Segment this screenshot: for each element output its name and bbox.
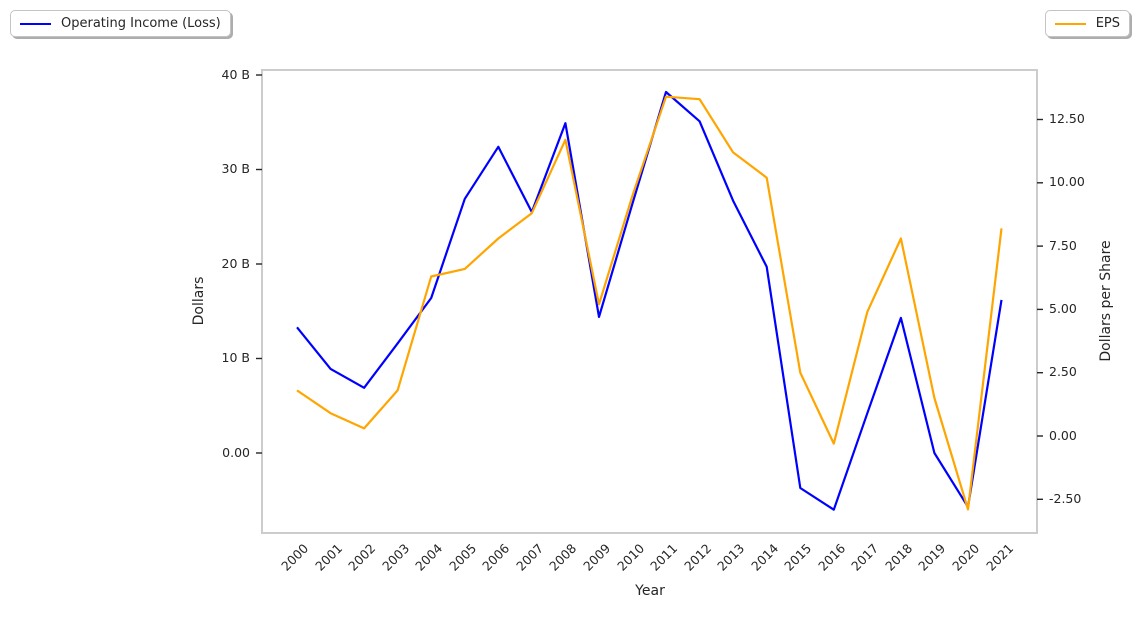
legend-operating-income-label: Operating Income (Loss)	[61, 16, 221, 31]
y-right-tick-label: 0.00	[1049, 427, 1077, 443]
eps-line	[296, 95, 1003, 511]
y-right-tick-label: 5.00	[1049, 300, 1077, 316]
y-right-tick-label: 12.50	[1049, 111, 1085, 126]
y-left-tick-label: 10 B	[221, 350, 250, 365]
y-left-tick-label: 20 B	[221, 255, 250, 271]
y-right-tick-label: -2.50	[1049, 490, 1082, 506]
legend-operating-income: Operating Income (Loss)	[10, 10, 231, 37]
y-right-tick-label: 10.00	[1049, 174, 1085, 190]
y-right-tick-label: 2.50	[1049, 364, 1077, 380]
operating-income-line	[296, 90, 1003, 511]
y-left-tick-label: 40 B	[221, 66, 250, 82]
x-axis-label: Year	[635, 583, 665, 599]
legend-eps-label: EPS	[1095, 16, 1120, 31]
operating-income-line-swatch	[20, 22, 51, 25]
y-axis-label-left: Dollars	[191, 276, 207, 326]
eps-line-swatch	[1054, 22, 1086, 25]
legend-eps: EPS	[1044, 10, 1130, 37]
y-left-tick-label: 0.00	[222, 444, 250, 460]
y-left-tick-label: 30 B	[221, 161, 250, 176]
y-right-tick-label: 7.50	[1049, 237, 1077, 253]
y-axis-label-right: Dollars per Share	[1098, 240, 1114, 362]
